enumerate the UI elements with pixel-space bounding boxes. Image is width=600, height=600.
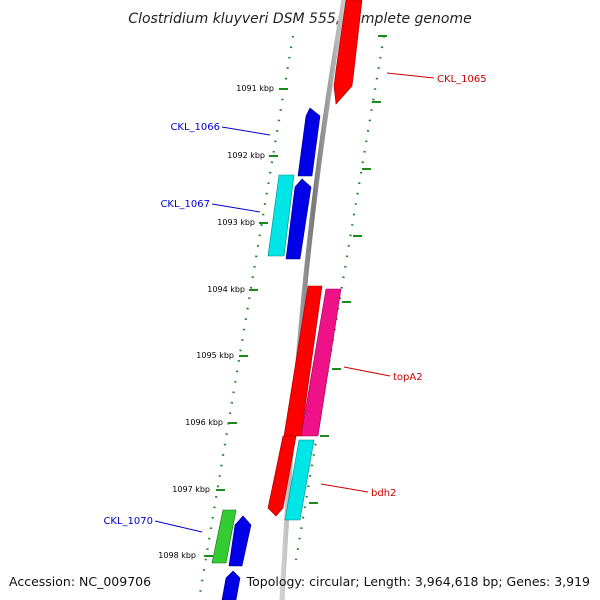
gene-blue-1098[interactable] xyxy=(228,515,252,567)
genome-summary-text: Topology: circular; Length: 3,964,618 bp… xyxy=(246,574,590,589)
gene-bdh2[interactable] xyxy=(284,439,315,521)
leader-ckl-1067 xyxy=(211,203,261,213)
tick-label-1095: 1095 kbp xyxy=(196,351,234,360)
tick-label-1097: 1097 kbp xyxy=(172,485,210,494)
tick-labels: 1091 kbp 1092 kbp 1093 kbp 1094 kbp 1095… xyxy=(158,84,274,560)
gene-label-leaders xyxy=(154,72,435,533)
gene-label-ckl-1065[interactable]: CKL_1065 xyxy=(437,74,487,85)
left-dotted-track xyxy=(197,35,295,600)
left-tick-track xyxy=(197,35,295,600)
gene-blue-bottom[interactable] xyxy=(221,570,241,600)
gene-label-ckl-1066[interactable]: CKL_1066 xyxy=(170,122,220,133)
tick-label-1096: 1096 kbp xyxy=(185,418,223,427)
leader-bdh2 xyxy=(320,483,369,493)
leader-ckl-1070 xyxy=(154,520,203,533)
map-title: Clostridium kluyveri DSM 555, complete g… xyxy=(128,11,471,27)
tick-label-1092: 1092 kbp xyxy=(227,151,265,160)
gene-label-bdh2[interactable]: bdh2 xyxy=(371,488,396,499)
gene-topa2[interactable] xyxy=(300,288,342,437)
gene-red-small[interactable] xyxy=(267,435,297,517)
genome-backbone xyxy=(279,0,347,600)
right-tick-track xyxy=(294,35,387,561)
gene-features xyxy=(211,0,363,600)
tick-label-1094: 1094 kbp xyxy=(207,285,245,294)
tick-label-1091: 1091 kbp xyxy=(236,84,274,93)
gene-blue-1093[interactable] xyxy=(285,178,312,260)
gene-labels: CKL_1065 CKL_1066 CKL_1067 topA2 bdh2 CK… xyxy=(103,74,486,527)
right-dotted-track xyxy=(294,35,386,561)
gene-label-ckl-1070[interactable]: CKL_1070 xyxy=(103,516,153,527)
accession-text: Accession: NC_009706 xyxy=(9,574,152,589)
tick-label-1093: 1093 kbp xyxy=(217,218,255,227)
gene-ckl-1067[interactable] xyxy=(267,174,295,257)
gene-label-topa2[interactable]: topA2 xyxy=(393,372,423,383)
leader-topa2 xyxy=(343,366,391,377)
leader-ckl-1066 xyxy=(221,126,271,136)
gene-ckl-1066[interactable] xyxy=(297,107,321,177)
gene-ckl-1070[interactable] xyxy=(211,509,237,564)
gene-label-ckl-1067[interactable]: CKL_1067 xyxy=(160,199,210,210)
leader-ckl-1065 xyxy=(386,72,435,79)
tick-label-1098: 1098 kbp xyxy=(158,551,196,560)
gene-ckl-1065[interactable] xyxy=(333,0,363,105)
